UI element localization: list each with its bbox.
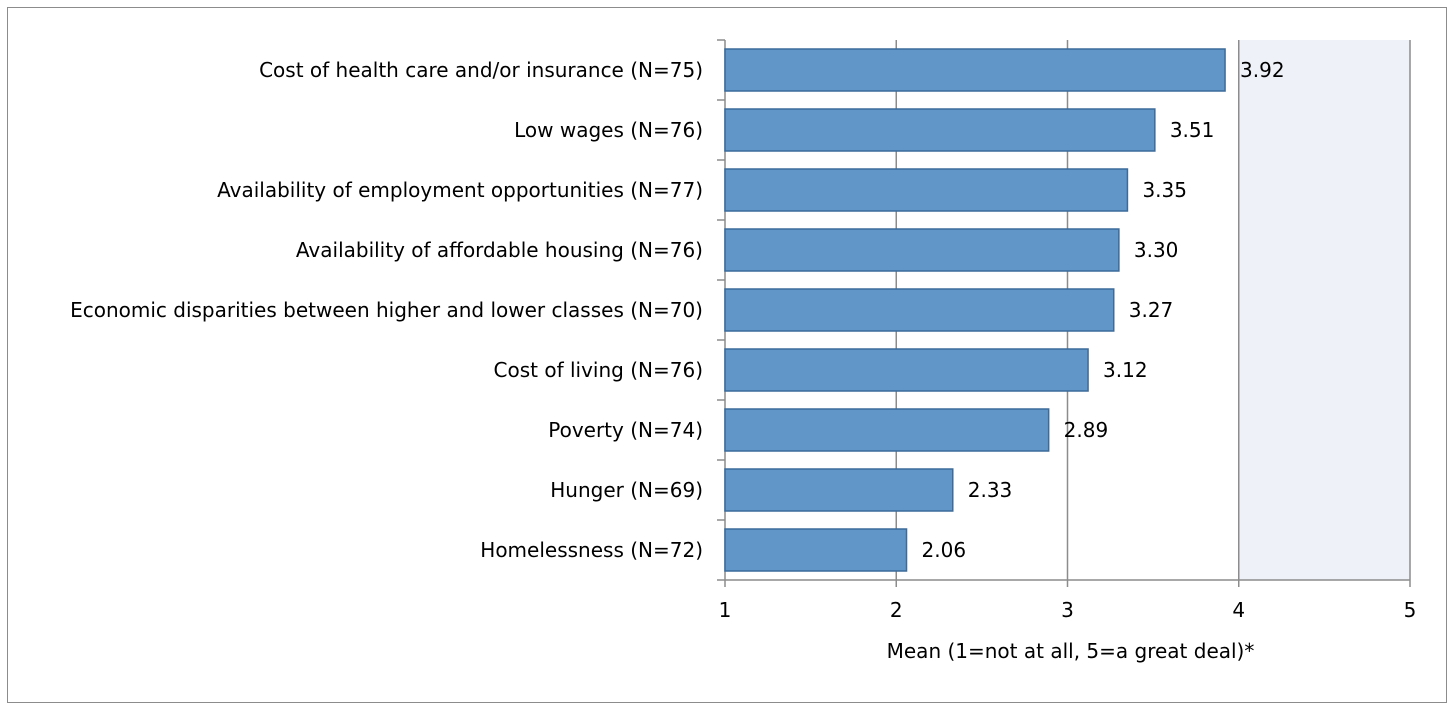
value-label: 2.33 [968,478,1013,502]
category-label: Low wages (N=76) [514,118,703,142]
category-label: Homelessness (N=72) [480,538,703,562]
value-label: 3.51 [1170,118,1215,142]
value-labels: 3.92 3.51 3.35 3.30 3.27 3.12 2.89 2.33 2.06 [922,58,1285,562]
value-label: 3.30 [1134,238,1179,262]
category-label: Availability of employment opportunities… [217,178,703,202]
value-label: 3.27 [1129,298,1174,322]
x-tick-label: 1 [719,598,732,622]
category-label: Poverty (N=74) [548,418,703,442]
category-label: Economic disparities between higher and … [70,298,703,322]
category-label: Hunger (N=69) [550,478,703,502]
x-tick-label: 5 [1404,598,1417,622]
x-tick-label: 3 [1061,598,1074,622]
shaded-region [1238,40,1410,580]
x-axis-label: Mean (1=not at all, 5=a great deal)* [887,639,1255,663]
category-label: Availability of affordable housing (N=76… [296,238,703,262]
bar [724,348,1089,392]
value-label: 2.89 [1064,418,1109,442]
x-tick-label: 2 [890,598,903,622]
bar [724,48,1226,92]
category-labels: Cost of health care and/or insurance (N=… [70,58,703,562]
bar [724,528,908,572]
value-label: 2.06 [922,538,967,562]
bars [724,48,1226,572]
bar [724,108,1156,152]
bar [724,288,1115,332]
bar [724,408,1050,452]
bar [724,468,954,512]
x-tick-label: 4 [1232,598,1245,622]
x-tick-labels: 1 2 3 4 5 [719,598,1417,622]
value-label: 3.35 [1142,178,1187,202]
value-label: 3.92 [1240,58,1285,82]
bar [724,228,1120,272]
value-label: 3.12 [1103,358,1148,382]
category-label: Cost of health care and/or insurance (N=… [259,58,703,82]
bar [724,168,1129,212]
category-label: Cost of living (N=76) [494,358,703,382]
